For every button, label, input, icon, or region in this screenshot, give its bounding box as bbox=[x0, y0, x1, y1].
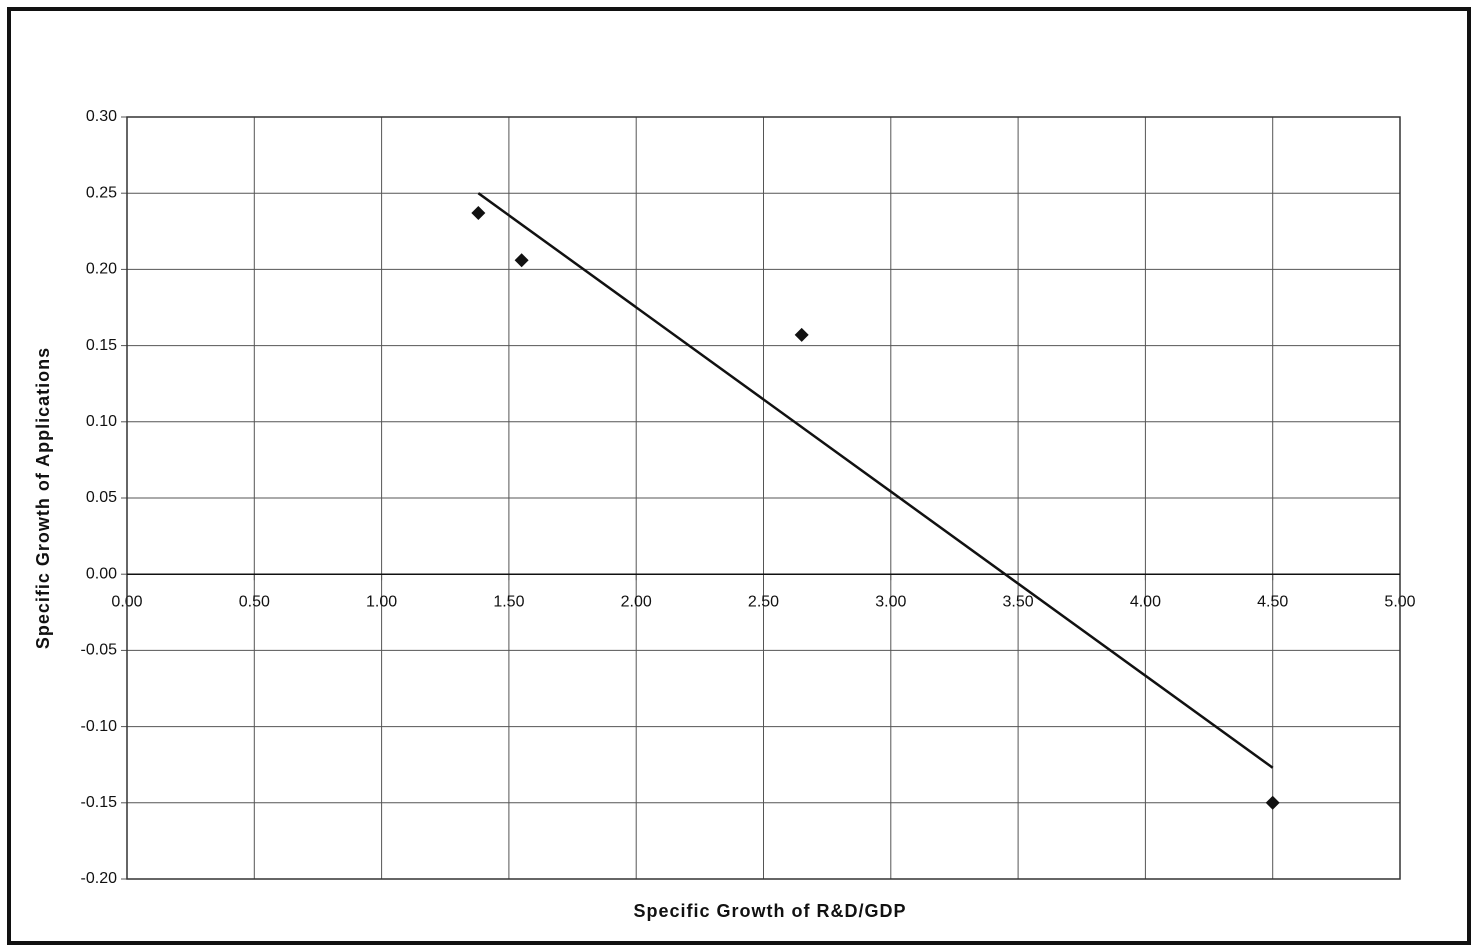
y-tick-label: 0.25 bbox=[86, 184, 117, 201]
x-axis-title: Specific Growth of R&D/GDP bbox=[633, 901, 906, 921]
x-tick-label: 3.00 bbox=[875, 593, 906, 610]
trendline bbox=[477, 192, 1274, 769]
y-tick-label: -0.20 bbox=[81, 870, 118, 887]
x-tick-label: 2.50 bbox=[748, 593, 779, 610]
y-tick-label: 0.30 bbox=[86, 108, 117, 125]
y-tick-label: -0.10 bbox=[81, 718, 118, 735]
data-point bbox=[514, 253, 529, 268]
x-tick-label: 2.00 bbox=[621, 593, 652, 610]
y-tick-label: -0.15 bbox=[81, 794, 118, 811]
data-point bbox=[794, 327, 809, 342]
chart-frame bbox=[7, 7, 1471, 945]
x-tick-label: 4.00 bbox=[1130, 593, 1161, 610]
x-tick-label: 3.50 bbox=[1003, 593, 1034, 610]
y-tick-label: 0.00 bbox=[86, 565, 117, 582]
y-tick-label: 0.10 bbox=[86, 413, 117, 430]
x-tick-label: 4.50 bbox=[1257, 593, 1288, 610]
y-tick-label: 0.05 bbox=[86, 489, 117, 506]
data-point bbox=[1265, 795, 1280, 810]
plot-border bbox=[126, 116, 1401, 880]
y-tick-label: 0.20 bbox=[86, 261, 117, 278]
y-axis-title: Specific Growth of Applications bbox=[33, 347, 53, 649]
y-tick-label: -0.05 bbox=[81, 642, 118, 659]
x-tick-label: 0.50 bbox=[239, 593, 270, 610]
x-tick-label: 1.00 bbox=[366, 593, 397, 610]
y-tick-label: 0.15 bbox=[86, 337, 117, 354]
data-point bbox=[471, 206, 486, 221]
x-tick-label: 1.50 bbox=[493, 593, 524, 610]
